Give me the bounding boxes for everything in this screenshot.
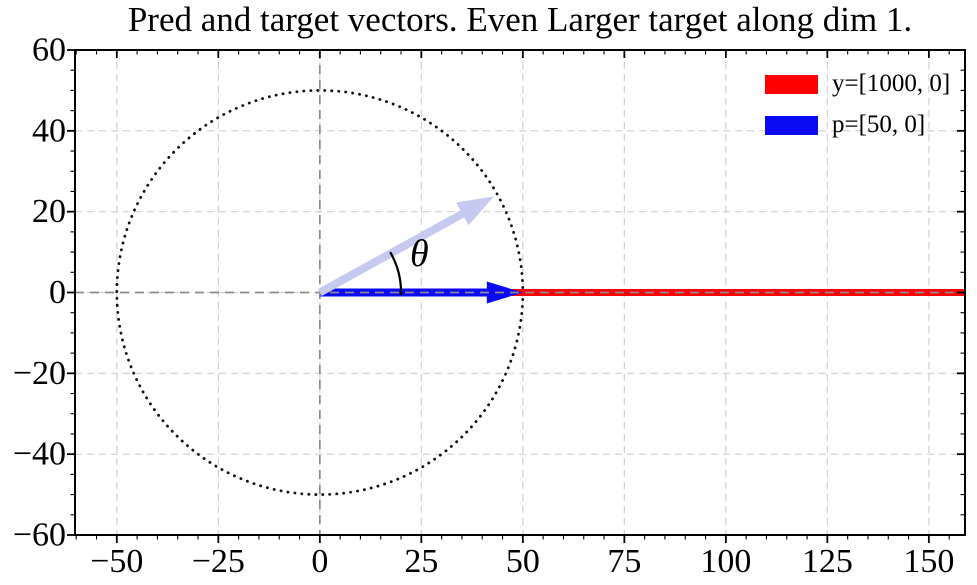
legend: y=[1000, 0] p=[50, 0] (765, 70, 950, 139)
vector-p (319, 281, 523, 304)
tick-labels: −50 −25 0 25 50 75 100 125 150 −60 −40 −20 0 20 40 60 (13, 32, 955, 581)
vector-p-arrowhead-icon (486, 281, 523, 304)
x-tick-label: 25 (404, 543, 438, 580)
y-tick-label: 40 (32, 112, 66, 149)
x-tick-label: −50 (90, 543, 143, 580)
y-tick-label: −20 (13, 355, 66, 392)
y-tick-label: 0 (49, 274, 66, 311)
legend-label-p: p=[50, 0] (832, 111, 926, 138)
y-tick-label: 20 (32, 193, 66, 230)
legend-swatch-y (765, 74, 818, 94)
theta-label: θ (410, 233, 429, 275)
x-tick-label: 50 (506, 543, 540, 580)
x-tick-label: −25 (192, 543, 245, 580)
legend-item-y: y=[1000, 0] (765, 70, 950, 98)
legend-label-y: y=[1000, 0] (832, 70, 951, 97)
y-tick-label: −60 (13, 517, 66, 554)
y-tick-label: 60 (32, 32, 66, 69)
x-tick-label: 150 (903, 543, 954, 580)
y-tick-label: −40 (13, 436, 66, 473)
plot-frame (74, 49, 966, 536)
x-tick-label: 100 (700, 543, 751, 580)
legend-swatch-p (765, 115, 818, 135)
x-tick-label: 0 (311, 543, 328, 580)
legend-item-p: p=[50, 0] (765, 111, 950, 139)
chart-title: Pred and target vectors. Even Larger tar… (127, 0, 913, 39)
direction-arrowhead-icon (456, 196, 494, 226)
direction-arrow (317, 196, 494, 297)
vector-y (319, 289, 966, 296)
x-tick-label: 75 (607, 543, 641, 580)
x-tick-label: 125 (802, 543, 853, 580)
angle-arc (389, 251, 403, 296)
